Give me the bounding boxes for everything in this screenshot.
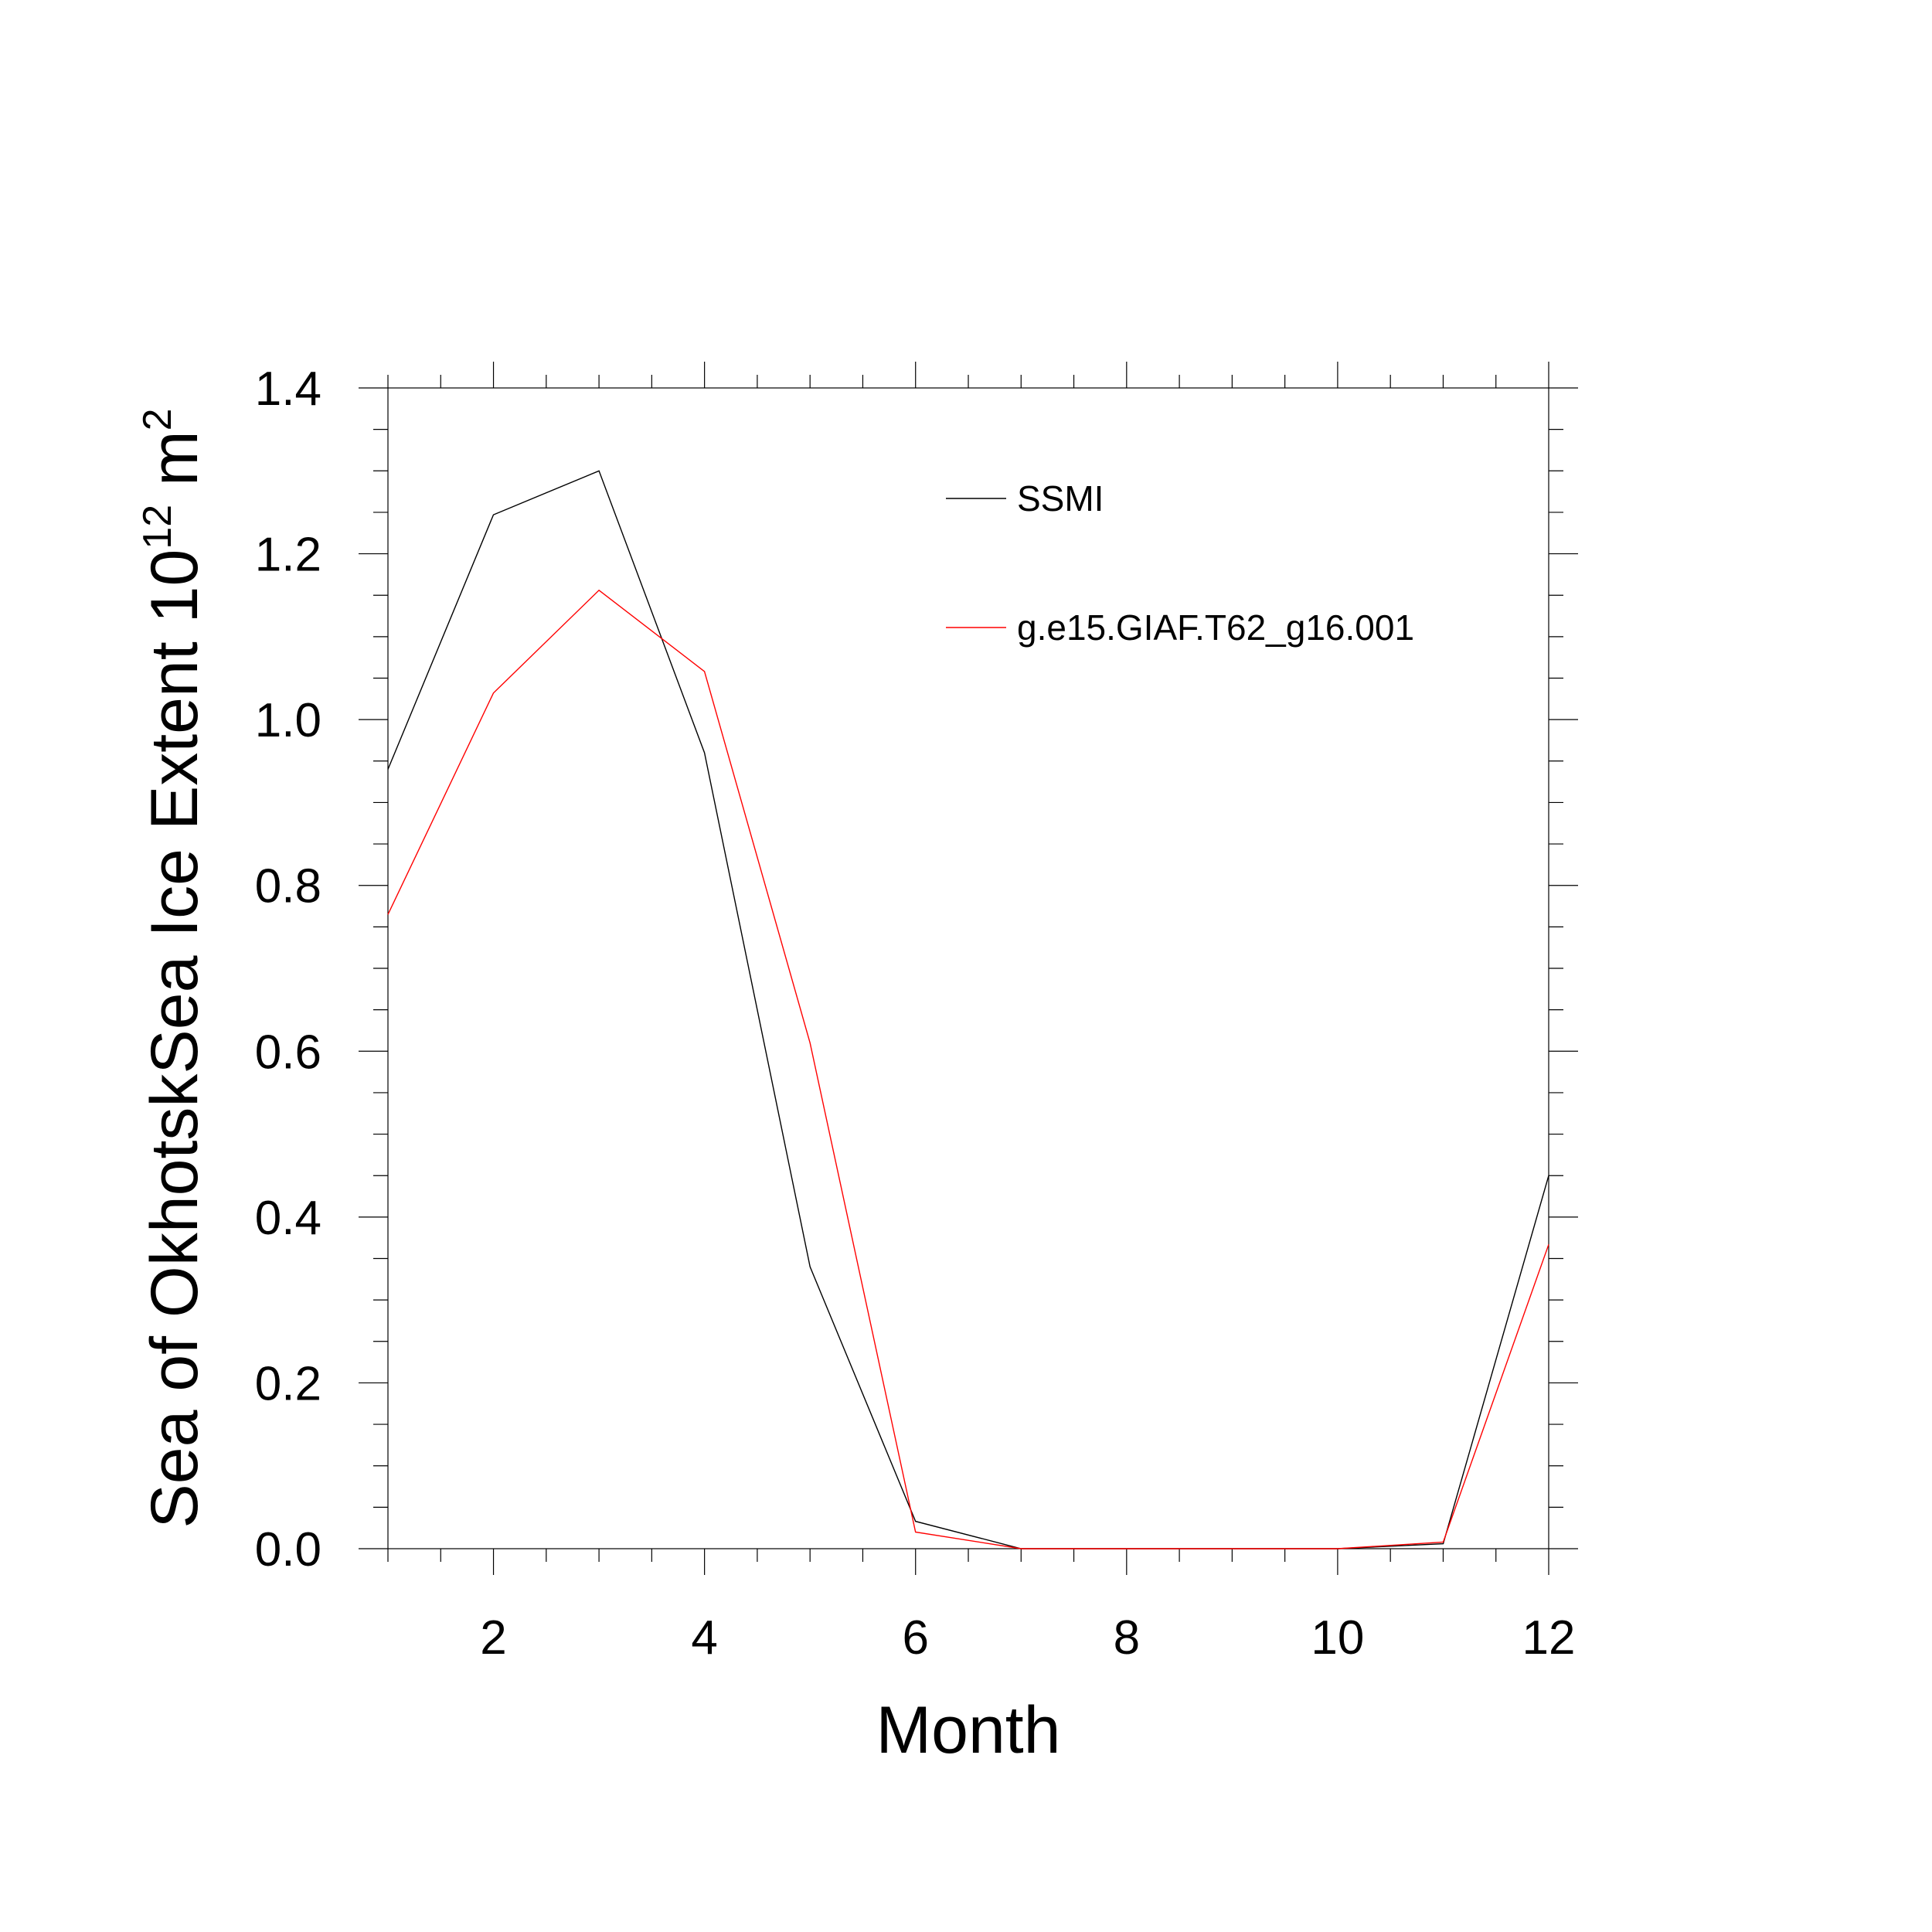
axis-ticks xyxy=(359,362,1578,1575)
legend: SSMI g.e15.GIAF.T62_g16.001 xyxy=(946,478,1414,648)
y-tick-label: 1.2 xyxy=(255,529,321,582)
x-tick-label: 2 xyxy=(480,1611,506,1665)
y-tick-label: 0.4 xyxy=(255,1192,321,1245)
x-tick-label: 8 xyxy=(1114,1611,1140,1665)
tick-labels: 2 4 6 8 10 12 0.0 0.2 0.4 0.6 0.8 1.0 1.2 1.4 xyxy=(255,362,1576,1665)
y-axis-title: Sea of OkhotskSea Ice Extent 1012 m2 xyxy=(135,408,212,1528)
x-tick-label: 12 xyxy=(1522,1611,1576,1665)
series-line-2 xyxy=(387,589,1549,1549)
y-tick-label: 1.0 xyxy=(255,694,321,747)
y-axis-title-exponent: 12 xyxy=(135,505,180,549)
legend-label-2: g.e15.GIAF.T62_g16.001 xyxy=(1017,607,1414,648)
legend-label-1: SSMI xyxy=(1017,478,1104,519)
y-axis-title-text: Sea of OkhotskSea Ice Extent 10 xyxy=(138,549,212,1529)
x-tick-label: 4 xyxy=(691,1611,717,1665)
y-tick-label: 1.4 xyxy=(255,362,321,416)
x-axis-title: Month xyxy=(876,1693,1060,1767)
x-tick-label: 6 xyxy=(902,1611,928,1665)
x-tick-label: 10 xyxy=(1311,1611,1364,1665)
y-axis-title-unit: m xyxy=(138,430,212,505)
y-tick-label: 0.6 xyxy=(255,1026,321,1079)
y-tick-label: 0.8 xyxy=(255,860,321,913)
series-layer xyxy=(387,470,1549,1549)
y-tick-label: 0.0 xyxy=(255,1523,321,1577)
plot-frame xyxy=(387,387,1549,1549)
y-axis-title-unit-exponent: 2 xyxy=(135,408,180,430)
y-tick-label: 0.2 xyxy=(255,1357,321,1410)
